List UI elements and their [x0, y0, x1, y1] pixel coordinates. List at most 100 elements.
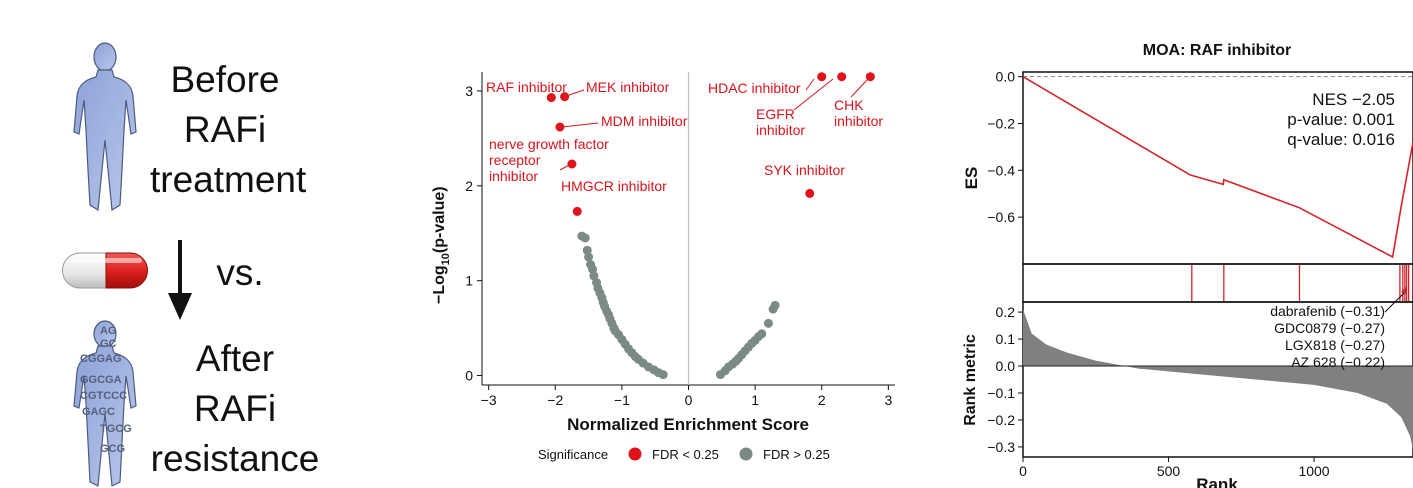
before-line-1: Before	[170, 59, 280, 100]
enrichment-curve	[1022, 75, 1413, 259]
drug-label-az628: AZ 628 (−0.22)	[1291, 354, 1385, 370]
legend: Significance FDR < 0.25 FDR > 0.25	[538, 447, 830, 462]
dna-sequence-overlay: AG GC CGGAG GGCGA CGTCCC GAGC TGCG GCG	[80, 325, 132, 455]
volcano-y-ticks: 0 1 2 3	[465, 83, 482, 384]
pill-icon	[62, 252, 148, 289]
rank-x-tick-label: 0	[1019, 463, 1027, 479]
label-leader-line	[850, 78, 869, 98]
svg-text:CGTCCC: CGTCCC	[80, 390, 127, 402]
rank-metric-area	[1023, 309, 1413, 450]
rank-metric-axis-label: Rank metric	[962, 334, 979, 426]
x-tick-label: −3	[481, 392, 497, 408]
vs-label: vs.	[216, 252, 264, 293]
label-leader-line	[565, 89, 585, 97]
drug-label-lgx818: LGX818 (−0.27)	[1285, 337, 1385, 353]
rank-tick-label: −0.2	[987, 412, 1015, 428]
before-line-2: RAFi	[183, 109, 267, 150]
point-label: MDM inhibitor	[601, 113, 688, 129]
statistics-annotation: NES −2.05 p-value: 0.001 q-value: 0.016	[1287, 90, 1395, 149]
hit-drug-labels: dabrafenib (−0.31) GDC0879 (−0.27) LGX81…	[1270, 287, 1407, 370]
person-before-icon	[73, 42, 137, 212]
before-line-3: treatment	[150, 159, 307, 200]
point-significant	[817, 72, 827, 82]
point-nonsignificant	[763, 318, 773, 328]
svg-text:TGCG: TGCG	[100, 423, 132, 435]
x-tick-label: 0	[685, 392, 693, 408]
point-nonsignificant	[770, 300, 780, 310]
legend-title: Significance	[538, 447, 608, 462]
y-tick-label: 1	[465, 273, 473, 289]
point-label: nerve growth factor receptor inhibitor	[489, 136, 609, 184]
es-tick-label: −0.4	[987, 162, 1015, 178]
label-leader-line	[805, 78, 815, 91]
svg-text:GC: GC	[100, 338, 117, 350]
rank-tick-label: −0.1	[987, 385, 1015, 401]
legend-marker-nonsignificant	[739, 447, 753, 461]
x-tick-label: −2	[547, 392, 563, 408]
rank-tick-label: 0.0	[996, 358, 1016, 374]
after-line-3: resistance	[150, 438, 320, 479]
rank-y-ticks: 0.2 0.1 0.0 −0.1 −0.2 −0.3	[987, 304, 1023, 455]
point-significant	[546, 93, 556, 103]
point-labels: RAF inhibitor MEK inhibitor MDM inhibitor n…	[486, 79, 883, 194]
point-label: HMGCR inhibitor	[561, 178, 667, 194]
point-significant	[865, 72, 875, 82]
nes-text: NES −2.05	[1312, 90, 1395, 109]
volcano-points	[546, 72, 875, 380]
point-label: RAF inhibitor	[486, 79, 567, 95]
es-tick-label: −0.6	[987, 209, 1015, 225]
point-nonsignificant	[658, 370, 668, 380]
point-nonsignificant	[584, 252, 594, 262]
label-leaders	[559, 78, 869, 171]
q-value-text: q-value: 0.016	[1287, 130, 1395, 149]
rank-tick-label: −0.3	[987, 439, 1015, 455]
after-label: After RAFi resistance	[140, 334, 330, 484]
point-significant	[805, 188, 815, 198]
before-label: Before RAFi treatment	[150, 55, 307, 205]
point-significant	[560, 92, 570, 102]
es-tick-label: 0.0	[996, 69, 1016, 85]
volcano-x-ticks: −3 −2 −1 0 1 2 3	[481, 385, 892, 408]
svg-text:GCG: GCG	[100, 443, 125, 455]
rank-tick-label: 0.2	[996, 304, 1016, 320]
drug-label-leader-line	[1384, 291, 1406, 313]
y-tick-label: 3	[465, 83, 473, 99]
label-leader-line	[793, 78, 834, 111]
p-value-text: p-value: 0.001	[1287, 110, 1395, 129]
drug-label-gdc0879: GDC0879 (−0.27)	[1274, 320, 1385, 336]
es-axis-label: ES	[962, 167, 981, 190]
gsea-plot: MOA: RAF inhibitor ES 0.0 −0.2 −0.4 −0.6 NE…	[962, 42, 1413, 488]
down-arrow-icon	[168, 240, 192, 320]
rank-x-tick-label: 500	[1157, 463, 1181, 479]
point-nonsignificant	[580, 233, 590, 243]
rank-panel-frame	[1022, 301, 1413, 458]
x-tick-label: 1	[751, 392, 759, 408]
illustration-panel: AG GC CGGAG GGCGA CGTCCC GAGC TGCG GCG B…	[0, 0, 360, 488]
rank-x-tick-label: 1000	[1298, 463, 1329, 479]
svg-text:AG: AG	[100, 325, 117, 337]
x-tick-label: 3	[884, 392, 892, 408]
point-nonsignificant	[757, 329, 767, 339]
point-label: EGFR inhibitor	[756, 106, 805, 138]
legend-label-significant: FDR < 0.25	[652, 447, 719, 462]
hit-panel-frame	[1022, 263, 1413, 303]
label-leader-line	[561, 122, 599, 128]
illustration-graphics: AG GC CGGAG GGCGA CGTCCC GAGC TGCG GCG	[62, 42, 192, 487]
person-after-icon	[73, 320, 137, 487]
rank-tick-label: 0.1	[996, 331, 1016, 347]
point-significant	[555, 122, 565, 132]
point-label: MEK inhibitor	[586, 79, 670, 95]
legend-marker-significant	[628, 447, 642, 461]
after-line-2: RAFi	[193, 388, 277, 429]
point-label: CHK inhibitor	[834, 97, 883, 129]
volcano-x-axis-label: Normalized Enrichment Score	[567, 415, 809, 434]
es-y-ticks: 0.0 −0.2 −0.4 −0.6	[987, 69, 1023, 225]
svg-text:GAGC: GAGC	[82, 406, 115, 418]
volcano-plot: −Log10(p-value) 0 1 2 3 −3 −2 −1 0 1 2 3 RAF inhi…	[431, 72, 895, 462]
point-label: SYK inhibitor	[764, 162, 845, 178]
y-tick-label: 2	[465, 178, 473, 194]
volcano-y-axis-label: −Log10(p-value)	[431, 186, 452, 304]
point-significant	[837, 72, 847, 82]
svg-text:GGCGA: GGCGA	[80, 374, 122, 386]
point-significant	[567, 159, 577, 169]
